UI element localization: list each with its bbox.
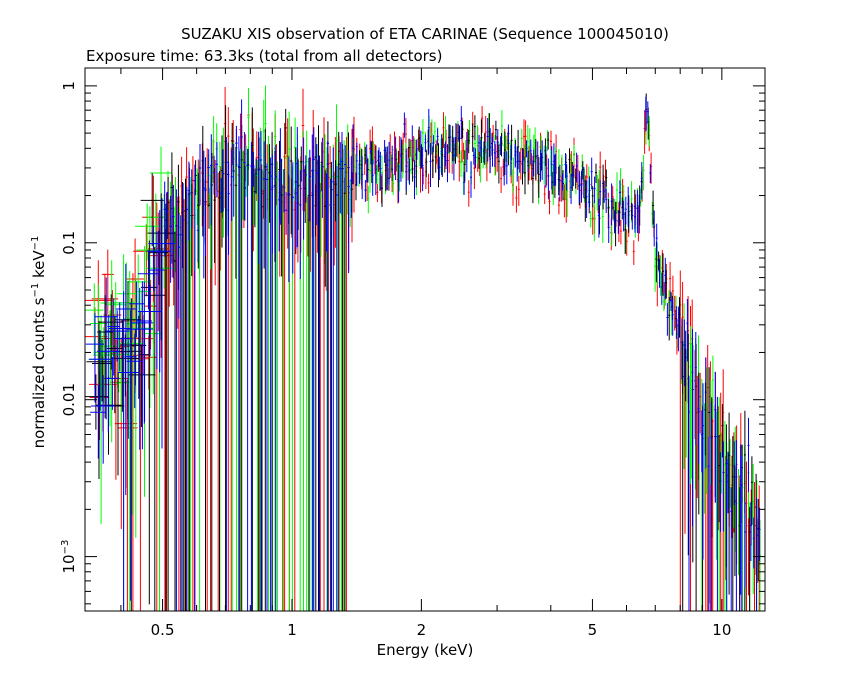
x-tick-label: 1 (287, 621, 297, 639)
x-tick-label: 5 (588, 621, 598, 639)
y-axis-label-exp2: −1 (30, 236, 41, 251)
y-tick-label: 10−3 (60, 540, 78, 574)
y-axis-label-unit: keV (30, 250, 48, 283)
chart-title: SUZAKU XIS observation of ETA CARINAE (S… (181, 25, 669, 43)
y-axis-label-main: normalized counts s (30, 297, 48, 448)
chart-subtitle: Exposure time: 63.3ks (total from all de… (86, 47, 442, 65)
series-4 (85, 96, 761, 611)
x-tick-label: 0.5 (151, 621, 175, 639)
x-axis-label: Energy (keV) (377, 641, 474, 659)
x-tick-label: 2 (417, 621, 427, 639)
plot-frame (84, 67, 766, 612)
y-axis-label: normalized counts s−1 keV−1 (30, 236, 48, 449)
data-layer (85, 85, 761, 611)
y-axis-label-exp1: −1 (30, 283, 41, 298)
x-tick-label: 10 (712, 621, 731, 639)
axis-ticks: 0.5 1 2 5 10 1 0.1 0.01 10−3 (60, 68, 765, 639)
y-tick-label: 0.01 (60, 383, 78, 416)
y-tick-label: 1 (60, 81, 78, 91)
y-tick-label: 0.1 (60, 231, 78, 255)
